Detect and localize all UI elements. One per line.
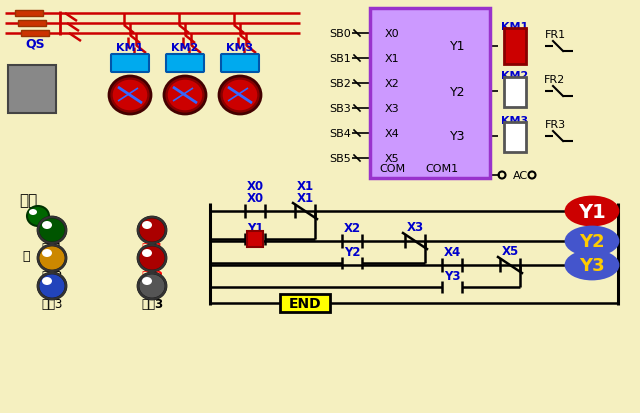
Text: X0: X0 [246,192,264,205]
Ellipse shape [38,245,66,271]
Text: 停止3: 停止3 [141,298,163,311]
Text: 🔥: 🔥 [22,249,29,262]
Text: X0: X0 [385,29,399,39]
Text: X4: X4 [385,129,399,139]
Text: SB5: SB5 [329,154,351,164]
FancyBboxPatch shape [504,78,526,108]
Ellipse shape [38,273,66,299]
Ellipse shape [138,218,166,243]
Text: KM3: KM3 [501,116,529,126]
Text: 启动1: 启动1 [41,242,63,255]
Text: KM3: KM3 [227,43,253,53]
FancyBboxPatch shape [18,21,46,27]
FancyBboxPatch shape [247,231,263,247]
Text: QS: QS [25,38,45,50]
Ellipse shape [566,252,618,279]
Text: X0: X0 [246,179,264,192]
FancyBboxPatch shape [280,294,330,312]
Ellipse shape [222,80,258,112]
Text: KM1: KM1 [501,22,529,32]
Text: Y2: Y2 [579,233,605,250]
Text: FR2: FR2 [545,75,566,85]
Text: SB1: SB1 [329,54,351,64]
Text: X5: X5 [501,245,518,258]
Text: FR1: FR1 [545,30,566,40]
Ellipse shape [42,277,52,285]
Text: SB4: SB4 [329,129,351,139]
Text: X3: X3 [406,221,424,234]
Text: END: END [289,296,321,310]
FancyBboxPatch shape [504,29,526,65]
Ellipse shape [138,273,166,299]
Ellipse shape [38,218,66,243]
Text: 启动2: 启动2 [41,270,63,283]
Text: Y2: Y2 [344,246,360,259]
Text: Y1: Y1 [451,40,466,53]
Text: SB3: SB3 [329,104,351,114]
Text: X2: X2 [385,79,399,89]
FancyBboxPatch shape [21,31,49,37]
Text: Y3: Y3 [451,130,466,143]
Text: 停止2: 停止2 [141,270,163,283]
Text: X1: X1 [296,191,314,204]
Text: AC: AC [513,171,527,180]
Text: COM: COM [379,164,405,173]
Ellipse shape [164,77,206,115]
Ellipse shape [42,249,52,257]
Text: X1: X1 [385,54,399,64]
Ellipse shape [42,221,52,230]
Ellipse shape [138,245,166,271]
FancyBboxPatch shape [504,123,526,153]
Ellipse shape [142,249,152,257]
Text: Y1: Y1 [578,202,606,221]
Text: X5: X5 [385,154,399,164]
Text: 启动3: 启动3 [42,298,63,311]
Ellipse shape [29,209,37,216]
Text: COM1: COM1 [426,164,459,173]
Ellipse shape [219,77,261,115]
Text: FR3: FR3 [545,120,566,130]
Text: SB0: SB0 [329,29,351,39]
Ellipse shape [566,197,618,225]
Text: 停止1: 停止1 [141,242,163,255]
Text: Y2: Y2 [451,85,466,98]
Text: KM1: KM1 [116,43,143,53]
FancyBboxPatch shape [370,9,490,178]
Text: Y1: Y1 [247,222,263,235]
Text: SB2: SB2 [329,79,351,89]
Text: X3: X3 [385,104,399,114]
Text: Y3: Y3 [579,256,605,274]
Ellipse shape [142,277,152,285]
Text: 电源: 电源 [19,193,37,208]
Ellipse shape [112,80,148,112]
FancyBboxPatch shape [221,55,259,73]
FancyBboxPatch shape [111,55,149,73]
FancyBboxPatch shape [15,11,43,17]
Text: X4: X4 [444,246,461,259]
Ellipse shape [109,77,151,115]
Text: X1: X1 [296,179,314,192]
Text: KM2: KM2 [172,43,198,53]
FancyBboxPatch shape [166,55,204,73]
FancyBboxPatch shape [8,66,56,114]
Text: Y3: Y3 [444,270,460,283]
Text: X2: X2 [344,222,360,235]
Ellipse shape [167,80,203,112]
Text: KM2: KM2 [501,71,529,81]
Ellipse shape [27,206,49,226]
Ellipse shape [142,221,152,230]
Ellipse shape [566,228,618,255]
